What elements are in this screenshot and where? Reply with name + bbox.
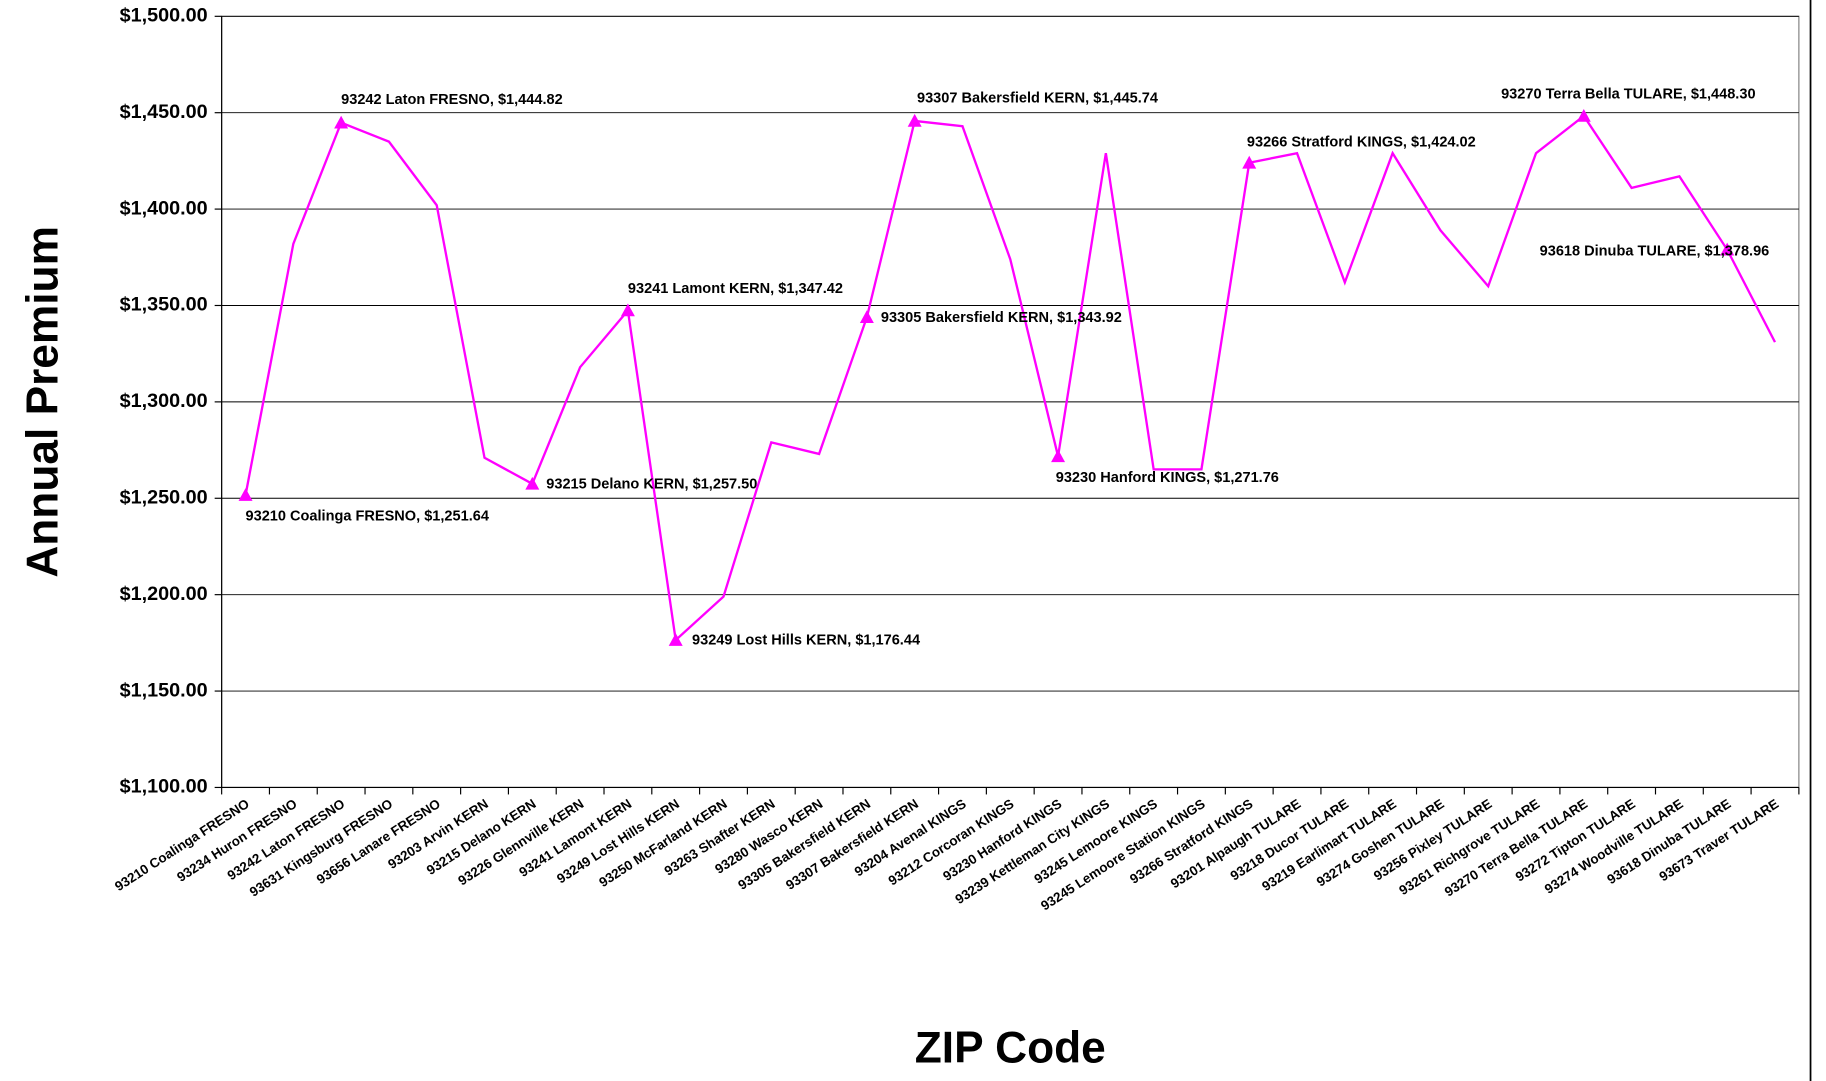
data-label: 93307 Bakersfield KERN, $1,445.74 — [917, 90, 1159, 106]
y-tick-label: $1,400.00 — [120, 197, 208, 219]
data-label: 93618 Dinuba TULARE, $1,378.96 — [1540, 243, 1770, 259]
data-label: 93305 Bakersfield KERN, $1,343.92 — [881, 310, 1122, 326]
y-tick-label: $1,300.00 — [120, 390, 208, 412]
marker — [1576, 108, 1591, 122]
y-tick-label: $1,150.00 — [120, 679, 208, 701]
data-label: 93215 Delano KERN, $1,257.50 — [546, 476, 757, 492]
data-label: 93270 Terra Bella TULARE, $1,448.30 — [1501, 87, 1755, 103]
x-axis-title: ZIP Code — [915, 1023, 1106, 1072]
y-axis-title: Annual Premium — [18, 226, 67, 578]
data-label: 93210 Coalinga FRESNO, $1,251.64 — [246, 509, 490, 525]
marker — [238, 488, 253, 501]
y-tick-label: $1,500.00 — [120, 5, 208, 27]
line-series — [244, 114, 1777, 643]
y-tick-label: $1,250.00 — [120, 487, 208, 509]
marker — [1242, 155, 1257, 169]
marker — [525, 476, 540, 490]
data-label: 93266 Stratford KINGS, $1,424.02 — [1247, 134, 1476, 150]
data-label: 93249 Lost Hills KERN, $1,176.44 — [692, 633, 921, 649]
y-tick-label: $1,450.00 — [120, 101, 208, 123]
y-tick-label: $1,200.00 — [120, 583, 208, 605]
marker — [1720, 242, 1735, 256]
marker — [1051, 449, 1066, 463]
data-label: 93242 Laton FRESNO, $1,444.82 — [341, 92, 563, 108]
data-label: 93241 Lamont KERN, $1,347.42 — [628, 281, 843, 297]
marker — [620, 303, 635, 317]
y-tick-label: $1,100.00 — [120, 776, 208, 798]
marker — [859, 310, 874, 324]
y-tick-label: $1,350.00 — [120, 294, 208, 316]
marker — [907, 113, 922, 127]
marker — [668, 633, 683, 646]
data-label: 93230 Hanford KINGS, $1,271.76 — [1056, 470, 1279, 486]
marker — [334, 115, 349, 129]
